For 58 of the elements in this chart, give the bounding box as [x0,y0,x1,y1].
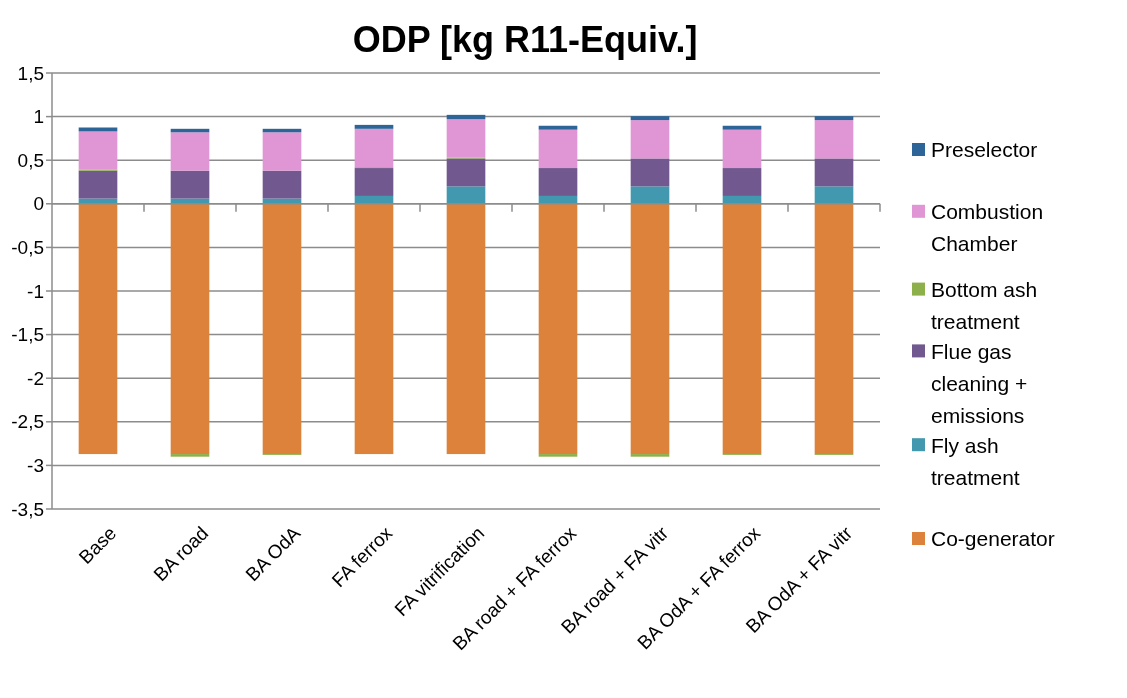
y-tick-label: -0,5 [11,237,44,259]
y-tick-label: 1,5 [17,62,44,84]
bar [630,158,670,187]
bar [78,131,118,170]
y-tick-label: -3,5 [11,498,44,520]
bar [538,125,578,130]
bar [262,170,302,199]
bar [446,114,486,120]
bar [354,128,394,168]
y-tick-label: 0,5 [17,149,44,171]
chart-title: ODP [kg R11-Equiv.] [352,19,698,60]
bar [538,454,578,457]
bar [814,203,854,455]
y-tick-label: 1 [33,106,44,128]
bar [630,186,670,204]
bar [630,116,670,121]
bar [170,170,210,199]
y-tick-label: -1,5 [11,324,44,346]
y-tick-label: 0 [33,193,44,215]
bar [262,203,302,455]
x-tick-label: BA OdA [241,522,305,586]
bar [354,168,394,196]
y-tick-label: -2 [27,367,44,389]
legend-label: Flue gas cleaning + emissions [931,339,1028,427]
bar [78,170,118,199]
legend-label: Combustion Chamber [931,200,1044,256]
bar [814,186,854,204]
bar [538,168,578,196]
bar [262,132,302,171]
y-tick-label: -3 [27,455,44,477]
bar [722,203,762,455]
bar [722,129,762,169]
y-tick-label: -1 [27,280,44,302]
bar [446,158,486,187]
bar [354,124,394,129]
bar [814,116,854,121]
bar [446,119,486,158]
y-tick-label: -2,5 [11,411,44,433]
bar [814,158,854,187]
bar [722,168,762,196]
bar [446,186,486,204]
bar [814,120,854,159]
bar [354,203,394,455]
bar [170,454,210,457]
bar [170,132,210,171]
legend-label: Preselector [931,138,1038,162]
bar [538,129,578,169]
bar [630,203,670,455]
bar [446,203,486,455]
bar [538,203,578,455]
legend-label: Co-generator [931,527,1055,551]
legend-label: Bottom ash treatment [931,277,1038,333]
bar [722,125,762,130]
bar [630,454,670,457]
bar [630,120,670,159]
legend-label: Fly ash treatment [931,433,1020,489]
bar [78,203,118,455]
bar [170,203,210,455]
